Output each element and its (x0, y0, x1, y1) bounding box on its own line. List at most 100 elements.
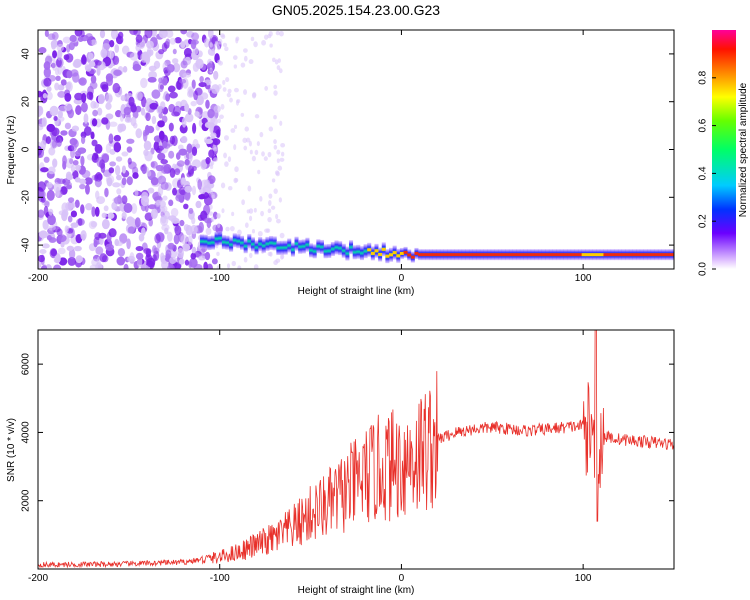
noise-blob (250, 36, 255, 42)
noise-blob (119, 111, 124, 122)
noise-blob (67, 215, 73, 223)
noise-blob (235, 37, 239, 44)
noise-blob (40, 139, 47, 150)
noise-blob (168, 150, 175, 159)
ridge-segment (345, 246, 350, 261)
noise-blob (212, 138, 221, 146)
ridge-segment (356, 244, 361, 259)
noise-blob (265, 228, 271, 233)
noise-blob (124, 117, 132, 123)
noise-blob (80, 135, 86, 145)
ridge-segment (309, 243, 314, 258)
noise-blob (99, 30, 106, 39)
noise-blob (41, 243, 50, 249)
noise-blob (99, 253, 108, 263)
ridge-core (650, 253, 655, 257)
noise-blob (74, 199, 80, 208)
noise-blob (259, 131, 264, 138)
ridge-segment (327, 243, 332, 258)
spectrogram-y-tick-label: -20 (21, 190, 32, 205)
noise-blob (276, 149, 281, 155)
noise-blob (234, 177, 239, 183)
noise-blob (48, 208, 54, 216)
noise-blob (220, 182, 226, 189)
noise-blob (184, 259, 190, 266)
colorbar-tick-label: 0.0 (698, 262, 709, 276)
noise-blob (154, 233, 161, 244)
noise-blob (219, 114, 224, 119)
noise-blob (243, 256, 248, 263)
snr-y-tick-label: 4000 (21, 421, 32, 444)
noise-blob (232, 55, 238, 60)
noise-blob (38, 181, 46, 192)
noise-blob (187, 86, 194, 95)
ridge-core (461, 253, 466, 257)
ridge-core (378, 253, 383, 257)
noise-blob (186, 143, 193, 154)
noise-blob (179, 219, 185, 227)
noise-blob (198, 221, 204, 233)
noise-blob (135, 105, 142, 113)
ridge-segment (250, 237, 255, 252)
noise-blob (220, 103, 225, 110)
noise-blob (90, 75, 97, 84)
noise-blob (39, 190, 46, 199)
noise-blob (275, 171, 280, 177)
noise-blob (81, 102, 88, 113)
noise-blob (114, 44, 120, 53)
noise-blob (209, 204, 213, 210)
noise-blob (188, 151, 193, 162)
noise-blob (205, 99, 210, 109)
noise-blob (273, 188, 278, 195)
noise-blob (108, 167, 115, 174)
noise-blob (61, 209, 69, 218)
noise-blob (144, 30, 153, 39)
spectrogram-y-axis-label: Frequency (Hz) (6, 116, 17, 185)
noise-blob (160, 214, 167, 224)
noise-blob (172, 62, 181, 73)
ridge-segment (316, 239, 321, 254)
ridge-core (599, 253, 604, 257)
noise-blob (254, 114, 260, 119)
noise-blob (254, 149, 259, 155)
noise-blob (261, 151, 265, 157)
noise-blob (157, 145, 165, 151)
noise-blob (243, 145, 248, 151)
noise-blob (126, 216, 135, 226)
noise-blob (233, 87, 239, 93)
noise-blob (209, 189, 214, 195)
noise-blob (121, 165, 127, 174)
noise-blob (105, 143, 112, 154)
ridge-core (476, 253, 481, 257)
noise-blob (145, 112, 151, 122)
noise-blob (127, 226, 135, 234)
ridge-core (436, 253, 441, 257)
noise-blob (277, 165, 283, 171)
ridge-core (399, 251, 404, 255)
noise-blob (280, 151, 285, 157)
noise-blob (146, 40, 154, 49)
ridge-core (588, 253, 593, 257)
noise-blob (165, 38, 171, 46)
noise-blob (247, 185, 252, 192)
ridge-segment (290, 242, 295, 257)
noise-blob (140, 195, 150, 207)
ridge-core (632, 253, 637, 257)
ridge-core (454, 253, 459, 257)
noise-blob (116, 188, 122, 195)
noise-blob (101, 84, 109, 93)
ridge-core (483, 253, 488, 257)
ridge-core (443, 253, 448, 257)
ridge-segment (352, 245, 357, 260)
noise-blob (243, 48, 248, 53)
noise-blob (132, 172, 139, 179)
noise-blob (113, 196, 123, 205)
noise-blob (181, 117, 187, 128)
noise-blob (47, 214, 56, 226)
noise-blob (74, 30, 83, 37)
ridge-core (548, 253, 553, 257)
ridge-core (665, 253, 670, 257)
noise-blob (236, 99, 241, 104)
noise-blob (108, 133, 114, 144)
noise-blob (55, 75, 61, 82)
